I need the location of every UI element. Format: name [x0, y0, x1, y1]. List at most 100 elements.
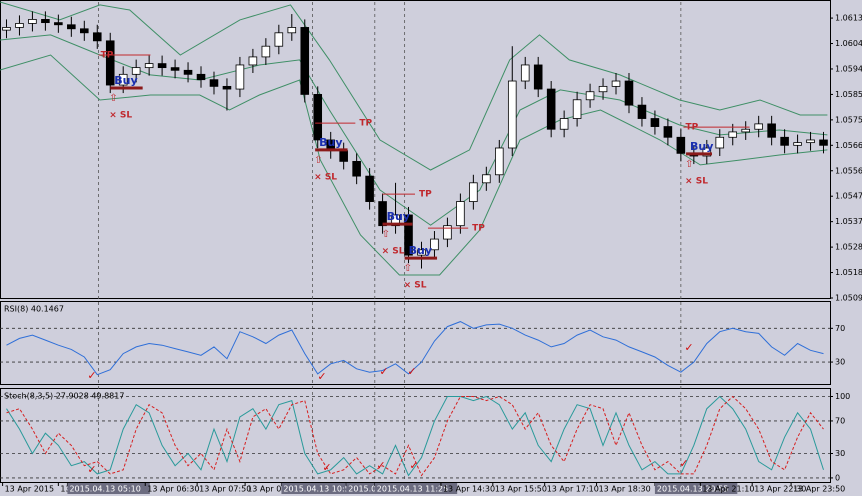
signal-check: ✓	[684, 341, 693, 354]
y-tick-label: 1.05470	[835, 192, 862, 201]
candle-body	[222, 85, 232, 90]
panel-frame	[0, 301, 831, 385]
stop-loss-label: × SL	[382, 247, 405, 257]
take-profit-label: TP	[101, 51, 114, 61]
buy-label: Buy	[690, 140, 713, 153]
x-tick-label: 2015.04.13 11:25	[377, 485, 448, 494]
candle-body	[819, 139, 828, 146]
signal-check: ✓	[376, 459, 385, 472]
buy-arrow: ⇧	[314, 155, 322, 166]
buy-label: Buy	[387, 210, 410, 223]
candle-body	[209, 79, 219, 87]
x-tick-label: 13 Apr 2015	[5, 485, 54, 494]
candle-body	[80, 28, 89, 34]
x-label-highlight	[281, 483, 364, 494]
candle-body	[611, 80, 621, 87]
candle-body	[157, 63, 167, 69]
x-label-highlight	[346, 483, 385, 494]
buy-arrow: ⇧	[685, 159, 693, 170]
candle-body	[598, 85, 608, 93]
y-tick-label: 1.05565	[835, 166, 862, 175]
candle-body	[54, 22, 63, 26]
x-tick-label: 2015.04.13 10:55	[283, 485, 354, 494]
candle-body	[533, 64, 543, 90]
buy-label: Buy	[409, 244, 432, 257]
candle-body	[495, 147, 504, 176]
y-tick-label: 70	[835, 324, 845, 333]
signal-check: ✓	[409, 459, 418, 472]
x-tick-label: 13 Apr 06:30	[147, 485, 199, 494]
candle-body	[456, 201, 465, 227]
x-tick-label: 13 Apr 17:10	[547, 485, 599, 494]
candle-body	[144, 63, 154, 69]
stop-loss-label: × SL	[404, 281, 427, 291]
candle-body	[559, 118, 569, 130]
signal-check: ✓	[322, 461, 331, 474]
y-tick-label: 1.05090	[835, 294, 862, 303]
x-tick-label: 13 Apr 18:30	[599, 485, 651, 494]
candle-body	[105, 40, 115, 86]
take-profit-label: TP	[685, 123, 698, 133]
candle-body	[287, 27, 297, 34]
indicator-line	[6, 395, 824, 477]
candle-body	[507, 80, 517, 149]
signal-check: ✓	[87, 463, 96, 476]
x-tick-label: 13 Apr 23:50	[793, 485, 845, 494]
candle-body	[352, 160, 361, 177]
stop-loss-label: × SL	[685, 176, 708, 186]
candle-body	[637, 104, 647, 119]
candle-body	[365, 175, 374, 202]
x-tick-label: 13 Apr 09:	[247, 485, 289, 494]
y-tick-label: 1.06135	[835, 14, 862, 23]
candle-body	[274, 32, 284, 47]
candle-body	[67, 24, 76, 30]
candle-body	[624, 80, 634, 106]
y-tick-label: 70	[835, 416, 845, 425]
candle-body	[313, 94, 323, 141]
x-label-highlight	[374, 483, 458, 494]
candle-body	[650, 118, 660, 127]
candle-body	[585, 91, 595, 101]
y-tick-label: 30	[835, 449, 845, 458]
stop-loss-label: × SL	[109, 110, 132, 120]
candle-body	[41, 19, 50, 24]
y-tick-label: 1.05185	[835, 268, 862, 277]
candle-body	[404, 214, 413, 256]
candle-body	[248, 56, 258, 66]
candle-body	[469, 182, 478, 202]
candle-body	[482, 174, 491, 184]
candle-body	[754, 123, 763, 130]
y-tick-label: 30	[835, 358, 845, 367]
candle-body	[715, 136, 725, 149]
panel-frame	[0, 0, 831, 299]
y-tick-label: 1.06040	[835, 39, 862, 48]
x-label-highlight	[654, 483, 738, 494]
y-tick-label: 1.05375	[835, 217, 862, 226]
candle-body	[300, 27, 310, 95]
candle-body	[430, 238, 439, 251]
x-tick-label: 13 Apr 14:30	[443, 485, 495, 494]
signal-check: ✓	[379, 365, 388, 378]
candle-body	[767, 123, 776, 138]
x-tick-label: 13 Apr 22:30	[754, 485, 806, 494]
candle-body	[520, 64, 530, 82]
x-tick-label: 13 Apr 15:50	[495, 485, 547, 494]
candle-body	[793, 142, 802, 146]
x-tick-label: 2015.04	[348, 485, 381, 494]
candle-body	[546, 88, 556, 130]
take-profit-label: TP	[359, 119, 372, 129]
y-tick-label: 100	[835, 392, 850, 401]
x-tick-label: 13 Apr 07:50	[199, 485, 251, 494]
signal-check: ✓	[679, 457, 688, 470]
candle-body	[572, 99, 582, 119]
candle-body	[728, 131, 738, 138]
y-tick-label: 1.05945	[835, 64, 862, 73]
buy-arrow: ⇧	[382, 229, 390, 240]
candle-body	[339, 150, 348, 162]
candle-body	[15, 23, 24, 28]
indicator-label: RSI(8) 40.1467	[4, 305, 64, 314]
candle-body	[131, 67, 141, 75]
candle-body	[806, 139, 815, 144]
band-line	[0, 54, 828, 276]
